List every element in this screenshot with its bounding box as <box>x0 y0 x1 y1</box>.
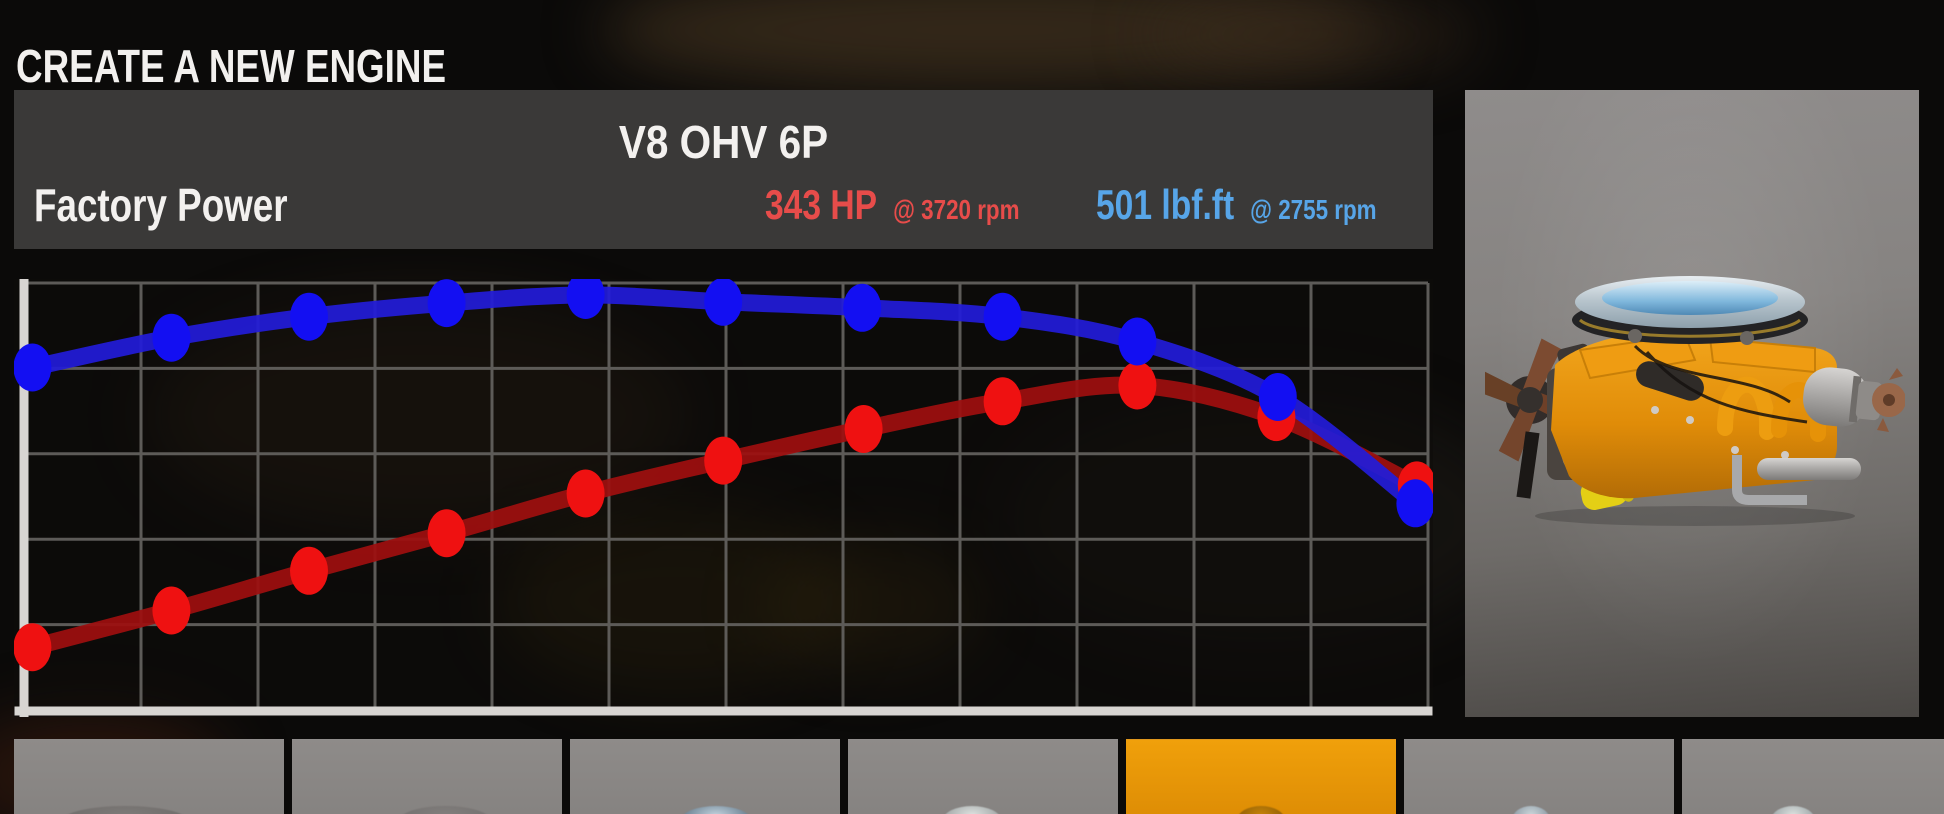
engine-preview-panel[interactable] <box>1465 90 1919 717</box>
power-stat: 343 HP @ 3720 rpm <box>765 184 1020 226</box>
dyno-chart <box>14 279 1433 717</box>
power-rpm: @ 3720 rpm <box>893 194 1020 225</box>
chart-axis-border <box>14 279 1433 717</box>
power-point <box>704 436 743 485</box>
power-point <box>566 469 605 518</box>
dyno-chart-panel <box>14 279 1433 717</box>
power-point <box>844 405 883 453</box>
engine-thumbnail-1[interactable] <box>14 739 284 814</box>
engine-3d-render <box>1485 276 1905 526</box>
engine-exhaust-pipe <box>1732 455 1807 505</box>
power-point <box>1118 361 1157 410</box>
torque-point <box>427 279 466 328</box>
torque-rpm: @ 2755 rpm <box>1250 194 1377 225</box>
engine-thumbnail-6[interactable] <box>1404 739 1674 814</box>
engine-wiring <box>1633 344 1808 424</box>
torque-stat: 501 lbf.ft @ 2755 rpm <box>1096 184 1377 226</box>
thumbnail-engine-peek <box>942 806 1001 814</box>
torque-point <box>704 279 743 326</box>
power-point <box>427 509 466 558</box>
torque-point <box>983 292 1022 341</box>
engine-thumbnail-5[interactable] <box>1126 739 1396 814</box>
power-point <box>14 623 52 672</box>
torque-point <box>566 279 605 319</box>
engine-breather <box>1636 361 1704 401</box>
engine-thumbnail-3[interactable] <box>570 739 840 814</box>
thumbnail-engine-peek <box>400 806 490 814</box>
dyno-mode-label: Factory Power <box>34 179 288 231</box>
engine-bell-housing <box>1732 367 1905 505</box>
engine-thumbnail-2[interactable] <box>292 739 562 814</box>
torque-point <box>1258 373 1297 421</box>
power-point <box>152 586 191 635</box>
torque-point <box>1396 479 1433 528</box>
power-point <box>290 546 328 595</box>
power-value: 343 HP <box>765 181 878 228</box>
engine-block <box>1551 333 1837 499</box>
engine-thumbnail-7[interactable] <box>1682 739 1944 814</box>
background-glow <box>1150 0 1480 80</box>
engine-thumbnails <box>0 739 1944 814</box>
thumbnail-engine-peek <box>1512 806 1550 814</box>
engine-header-panel: V8 OHV 6P Factory Power 343 HP @ 3720 rp… <box>14 90 1433 249</box>
engine-shadow <box>1535 506 1855 526</box>
engine-air-cleaner <box>1572 276 1808 345</box>
torque-value: 501 lbf.ft <box>1096 181 1235 228</box>
power-point <box>983 377 1022 426</box>
torque-point <box>1118 317 1157 366</box>
engine-name: V8 OHV 6P <box>618 116 829 168</box>
torque-point <box>14 343 52 392</box>
page-title: CREATE A NEW ENGINE <box>16 39 447 92</box>
torque-point <box>290 292 328 341</box>
thumbnail-engine-peek <box>1236 806 1285 814</box>
thumbnail-engine-peek <box>680 806 751 814</box>
thumbnail-engine-peek <box>1771 806 1816 814</box>
chart-grid <box>24 281 1430 710</box>
torque-point <box>843 283 882 332</box>
torque-point <box>152 313 191 362</box>
engine-thumbnail-4[interactable] <box>848 739 1118 814</box>
thumbnail-engine-peek <box>62 806 187 814</box>
